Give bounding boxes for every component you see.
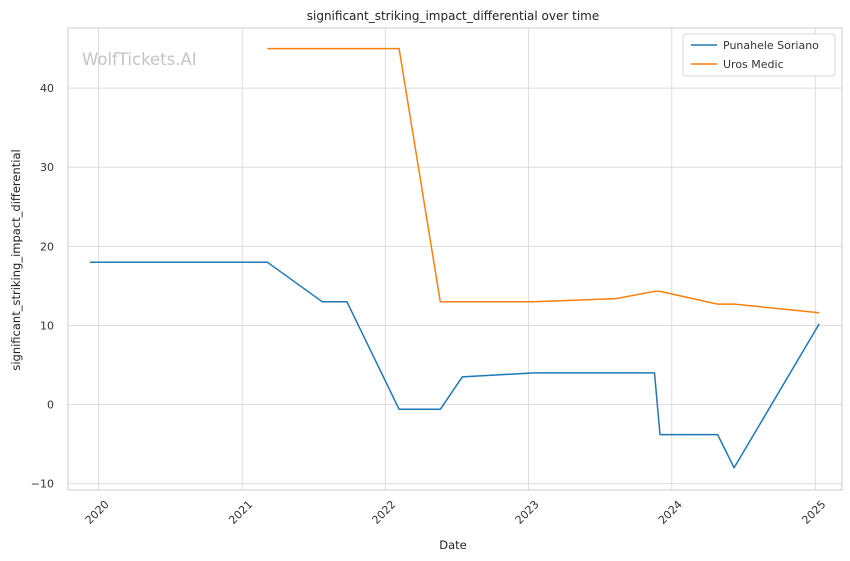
y-tick-label: 40 xyxy=(40,82,54,95)
y-tick-label: −10 xyxy=(31,478,54,491)
watermark-logo: WolfTickets.AI xyxy=(82,50,197,69)
grid-lines xyxy=(68,28,842,490)
y-axis-label: significant_striking_impact_differential xyxy=(9,149,23,370)
y-tick-label: 10 xyxy=(40,319,54,332)
x-axis-label: Date xyxy=(439,538,467,552)
legend-label-uros-medic: Uros Medic xyxy=(723,58,784,71)
chart-title: significant_striking_impact_differential… xyxy=(307,9,599,23)
series-line-uros-medic xyxy=(267,47,820,314)
legend: Punahele Soriano Uros Medic xyxy=(682,33,836,77)
y-tick-label: 0 xyxy=(47,399,54,412)
series-lines xyxy=(90,47,820,469)
legend-box xyxy=(682,33,836,77)
y-tick-label: 20 xyxy=(40,240,54,253)
plot-area-frame xyxy=(67,27,843,491)
series-line-punahele-soriano xyxy=(90,261,820,469)
y-tick-label: 30 xyxy=(40,161,54,174)
legend-label-punahele-soriano: Punahele Soriano xyxy=(723,39,819,52)
